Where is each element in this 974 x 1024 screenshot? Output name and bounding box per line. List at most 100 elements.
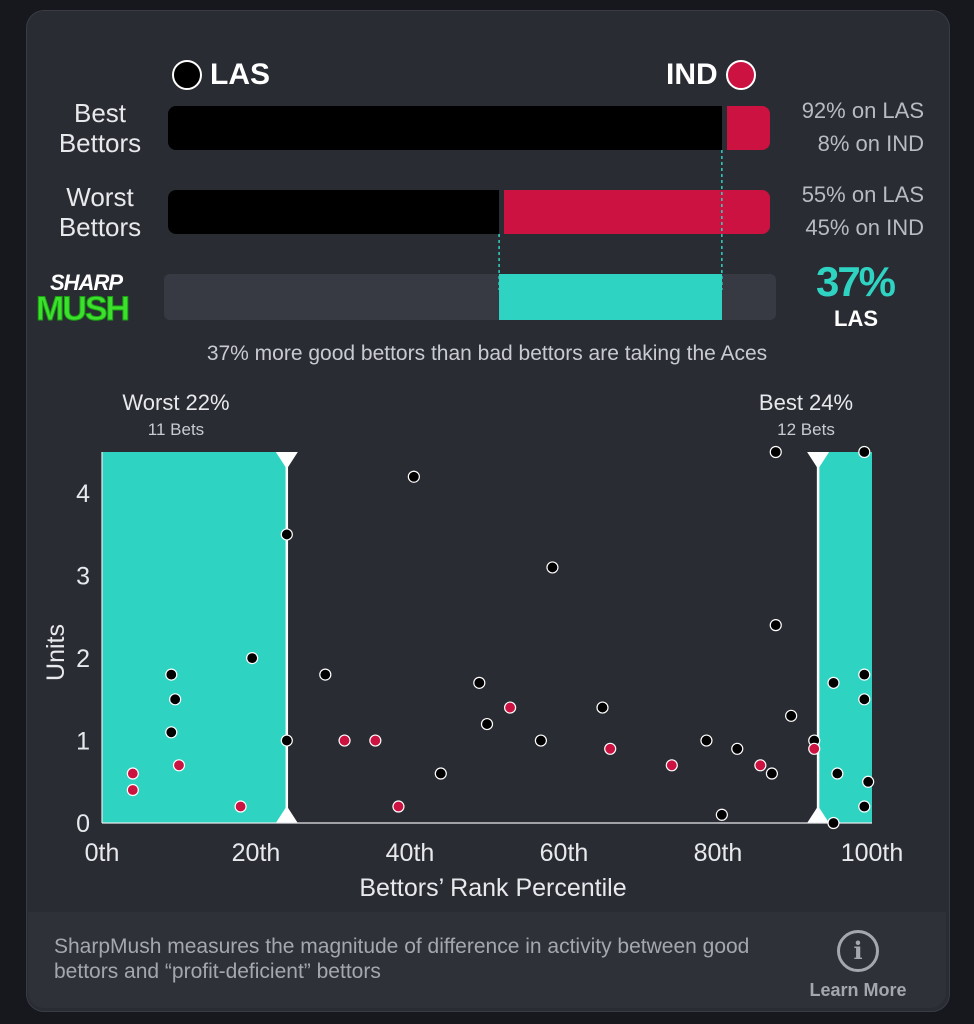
las-bet-point — [858, 668, 871, 681]
learn-more-button[interactable]: i Learn More — [798, 930, 918, 1001]
x-axis-title: Bettors’ Rank Percentile — [359, 874, 626, 902]
best-bettors-label-line1: Best — [73, 98, 127, 128]
ind-bet-point — [504, 701, 517, 714]
worst-bettors-split: 55% on LAS 45% on IND — [802, 178, 924, 244]
las-bet-point — [862, 775, 875, 788]
best-bettors-ind-pct: 8% on IND — [817, 131, 924, 156]
ind-bet-point — [126, 783, 139, 797]
las-bet-point — [700, 734, 713, 747]
best-zone-top-handle — [807, 452, 830, 469]
ind-bet-point — [172, 759, 186, 772]
las-bet-point — [480, 717, 494, 731]
best-bettors-ind-segment — [721, 106, 770, 150]
y-tick-label: 1 — [76, 728, 90, 756]
best-bettors-bar — [168, 106, 770, 150]
las-bet-point — [280, 734, 293, 747]
sharpmush-summary: 37% more good bettors than bad bettors a… — [206, 342, 768, 365]
best-zone-band — [818, 452, 872, 823]
info-icon[interactable]: i — [837, 930, 879, 972]
x-tick-label: 20th — [232, 839, 281, 867]
las-bet-point — [434, 767, 447, 780]
worst-bettors-ind-pct: 45% on IND — [805, 215, 924, 240]
ind-bet-point — [369, 734, 382, 747]
worst-bettors-ind-segment — [499, 190, 770, 234]
worst-bettors-label-line1: Worst — [66, 182, 134, 212]
team-left-header: LAS — [172, 58, 270, 92]
las-bet-point — [546, 561, 559, 574]
worst-bettors-bar — [168, 190, 770, 234]
sharpmush-difference-fill — [499, 274, 722, 320]
las-bet-point — [715, 808, 728, 821]
worst-zone-bottom-handle — [275, 806, 298, 823]
footer-panel: SharpMush measures the magnitude of diff… — [28, 912, 946, 1008]
las-bet-point — [169, 693, 182, 706]
best-bettors-las-pct: 92% on LAS — [801, 98, 924, 123]
sharpmush-team: LAS — [834, 306, 878, 331]
las-bet-point — [785, 709, 798, 722]
worst-zone-bets: 11 Bets — [147, 420, 205, 439]
las-bet-point — [246, 652, 259, 665]
las-bet-point — [319, 668, 332, 681]
y-tick-label: 4 — [76, 480, 90, 508]
las-bet-point — [165, 726, 178, 739]
x-tick-label: 0th — [85, 839, 120, 867]
ind-bet-point — [808, 742, 821, 755]
ind-bet-point — [665, 759, 678, 772]
y-tick-label: 2 — [76, 645, 90, 673]
las-color-dot — [172, 60, 202, 90]
las-bet-point — [831, 767, 844, 780]
ind-color-dot — [725, 60, 756, 90]
las-bet-point — [827, 816, 840, 830]
worst-bettors-label: Worst Bettors — [40, 182, 160, 242]
las-bet-point — [596, 701, 609, 714]
ind-bet-point — [126, 767, 139, 780]
x-tick-label: 40th — [386, 839, 435, 867]
sharpmush-track — [164, 274, 776, 320]
worst-zone-title: Worst 22% — [122, 390, 230, 415]
worst-zone-band — [102, 452, 287, 823]
x-tick-label: 60th — [540, 839, 589, 867]
team-right-name: IND — [666, 58, 718, 91]
sharpmush-logo: SHARP MUSH — [34, 270, 152, 332]
team-right-header: IND — [666, 58, 756, 92]
worst-zone-top-handle — [275, 452, 298, 469]
worst-bettors-label-line2: Bettors — [58, 212, 142, 242]
las-bet-point — [827, 676, 840, 689]
best-bettors-las-segment — [168, 106, 722, 150]
las-bet-point — [765, 767, 779, 780]
las-bet-point — [280, 528, 293, 541]
sharpmush-value: 37% — [815, 258, 896, 305]
y-tick-label: 3 — [76, 563, 90, 591]
ind-bet-point — [392, 800, 405, 813]
x-tick-label: 100th — [841, 839, 904, 867]
best-zone-title: Best 24% — [758, 390, 854, 415]
best-zone-bottom-handle — [807, 806, 830, 823]
las-bet-point — [858, 693, 871, 706]
las-bet-point — [473, 676, 486, 689]
best-bettors-label: Best Bettors — [40, 98, 160, 158]
las-bet-point — [407, 470, 420, 483]
las-bet-point — [769, 619, 782, 632]
logo-text-mush: MUSH — [35, 290, 130, 329]
las-bet-point — [858, 445, 871, 459]
worst-bettors-las-pct: 55% on LAS — [801, 182, 924, 207]
las-bet-point — [858, 800, 871, 813]
team-left-name: LAS — [210, 58, 270, 91]
y-tick-label: 0 — [76, 810, 90, 838]
las-bet-point — [769, 445, 782, 459]
worst-bettors-las-segment — [168, 190, 500, 234]
las-bet-point — [731, 742, 744, 755]
ind-bet-point — [604, 742, 617, 755]
best-zone-bets: 12 Bets — [777, 420, 835, 439]
footer-description: SharpMush measures the magnitude of diff… — [54, 935, 750, 983]
x-tick-label: 80th — [694, 839, 743, 867]
logo-text-sharp: SHARP — [50, 270, 123, 295]
ind-bet-point — [338, 734, 351, 747]
best-bettors-split: 92% on LAS 8% on IND — [802, 94, 924, 160]
las-bet-point — [165, 668, 178, 681]
best-bettors-label-line2: Bettors — [58, 128, 142, 158]
las-bet-point — [534, 734, 548, 747]
learn-more-label[interactable]: Learn More — [809, 980, 907, 1000]
ind-bet-point — [234, 800, 247, 813]
